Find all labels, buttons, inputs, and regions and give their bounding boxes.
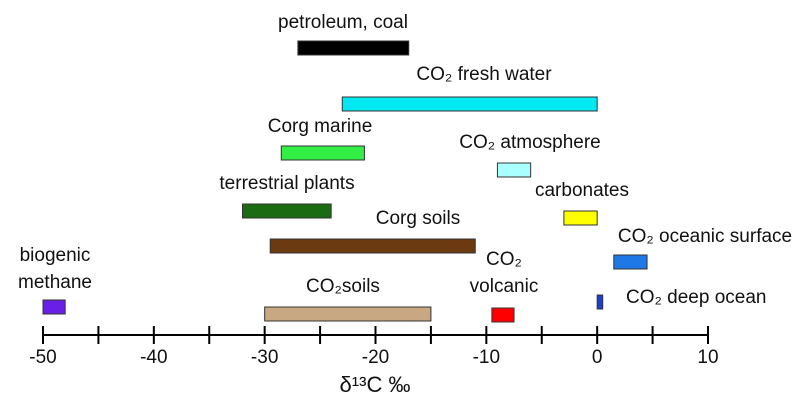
range-label: biogenic methane — [18, 245, 92, 293]
range-bar — [264, 306, 432, 322]
range-label: CO₂ volcanic — [470, 249, 539, 297]
range-bar — [563, 210, 598, 226]
range-bar — [297, 40, 410, 56]
x-tick-label: -20 — [362, 347, 389, 368]
x-tick-label: 10 — [697, 347, 718, 368]
range-label: CO₂ fresh water — [416, 64, 552, 85]
range-bar — [596, 294, 604, 310]
range-label: petroleum, coal — [278, 12, 408, 33]
range-label: CO₂ oceanic surface — [618, 226, 792, 247]
x-tick-label: -10 — [473, 347, 500, 368]
x-tick-label: 0 — [592, 347, 603, 368]
range-bar — [269, 238, 476, 254]
range-label: Corg soils — [376, 208, 460, 229]
range-bar — [613, 254, 648, 270]
x-tick-label: -30 — [251, 347, 278, 368]
x-axis-label: δ¹³C ‰ — [340, 372, 411, 397]
x-tick-label: -50 — [29, 347, 56, 368]
x-tick-label: -40 — [140, 347, 167, 368]
range-label: CO₂soils — [306, 276, 380, 297]
range-bar — [42, 299, 66, 315]
range-label: terrestrial plants — [219, 173, 354, 194]
range-label: carbonates — [535, 180, 629, 201]
range-bar — [491, 307, 515, 323]
range-bar — [341, 96, 598, 112]
range-label: CO₂ atmosphere — [459, 132, 601, 153]
range-label: CO₂ deep ocean — [626, 287, 766, 308]
range-label: Corg marine — [268, 116, 373, 137]
range-bar — [280, 145, 365, 161]
range-bar — [242, 203, 332, 219]
range-bar — [496, 162, 532, 178]
